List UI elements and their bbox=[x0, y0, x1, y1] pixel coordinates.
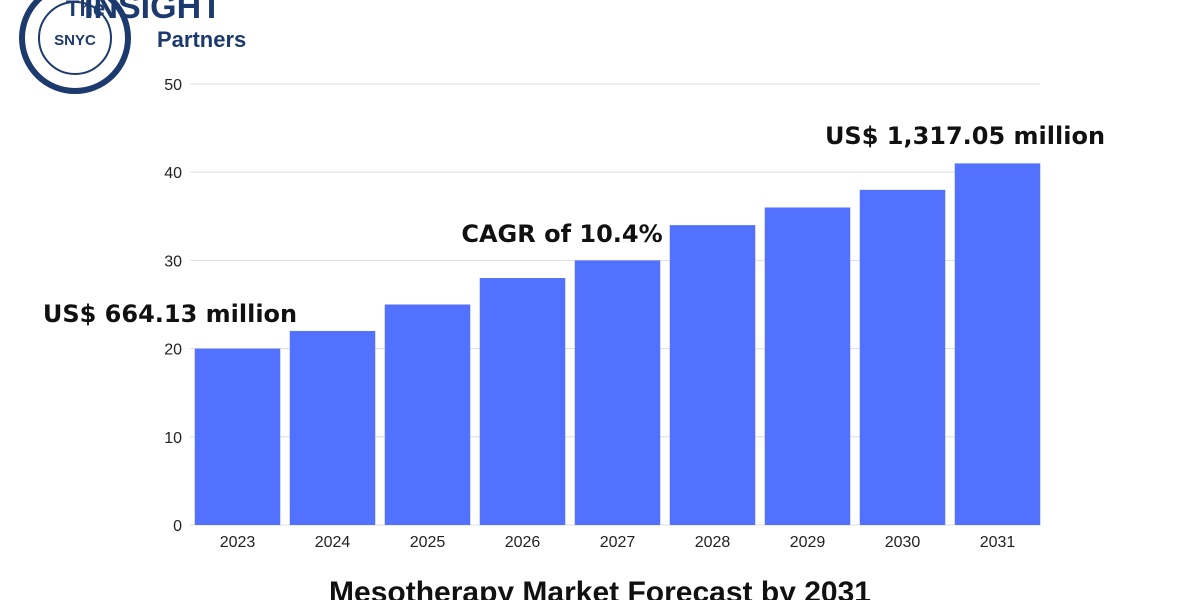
bar bbox=[669, 225, 756, 525]
x-tick-label: 2028 bbox=[695, 534, 731, 551]
logo-inner bbox=[38, 1, 112, 75]
logo: SNYC The INSIGHT Partners bbox=[19, 0, 246, 94]
y-tick-label: 50 bbox=[164, 77, 182, 94]
logo-text: Partners bbox=[157, 27, 246, 52]
x-tick-label: 2029 bbox=[790, 534, 826, 551]
x-tick-label: 2024 bbox=[315, 534, 351, 551]
x-tick-label: 2023 bbox=[220, 534, 256, 551]
logo-text: The bbox=[66, 0, 105, 21]
y-tick-label: 10 bbox=[164, 430, 182, 447]
bar bbox=[859, 189, 946, 525]
y-tick-label: 40 bbox=[164, 165, 182, 182]
bar bbox=[954, 163, 1041, 525]
y-tick-label: 0 bbox=[173, 518, 182, 535]
x-tick-label: 2031 bbox=[980, 534, 1016, 551]
x-tick-label: 2027 bbox=[600, 534, 636, 551]
bar bbox=[289, 330, 376, 525]
y-tick-label: 20 bbox=[164, 342, 182, 359]
bar bbox=[384, 304, 471, 525]
logo-badge: SNYC bbox=[54, 32, 96, 49]
x-tick-label: 2025 bbox=[410, 534, 446, 551]
bar bbox=[194, 348, 281, 525]
x-tick-label: 2026 bbox=[505, 534, 541, 551]
bar bbox=[479, 278, 566, 525]
chart-title: Mesotherapy Market Forecast by 2031 bbox=[329, 576, 871, 600]
annotation: CAGR of 10.4% bbox=[461, 220, 662, 248]
annotation: US$ 1,317.05 million bbox=[825, 122, 1105, 150]
bar bbox=[574, 260, 661, 525]
annotation: US$ 664.13 million bbox=[43, 300, 297, 328]
y-tick-label: 30 bbox=[164, 253, 182, 270]
logo-text: INSIGHT bbox=[84, 0, 222, 26]
bar bbox=[764, 207, 851, 526]
x-tick-label: 2030 bbox=[885, 534, 921, 551]
